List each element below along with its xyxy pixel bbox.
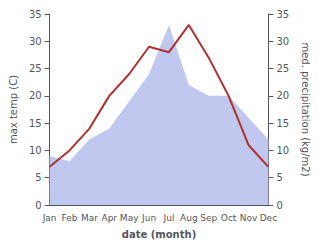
svg-text:0: 0 <box>276 200 282 211</box>
svg-text:Apr: Apr <box>101 213 117 223</box>
svg-text:25: 25 <box>276 63 289 74</box>
svg-text:20: 20 <box>276 90 289 101</box>
svg-text:20: 20 <box>29 90 42 101</box>
svg-text:10: 10 <box>276 145 289 156</box>
svg-text:15: 15 <box>276 118 289 129</box>
svg-text:max temp (C): max temp (C) <box>8 75 19 144</box>
svg-text:Jul: Jul <box>163 213 175 223</box>
svg-text:35: 35 <box>29 9 42 20</box>
svg-text:Aug: Aug <box>180 213 198 223</box>
svg-text:10: 10 <box>29 145 42 156</box>
svg-text:Sep: Sep <box>200 213 217 223</box>
svg-text:Oct: Oct <box>221 213 237 223</box>
svg-text:med. precipitation (kg/m2): med. precipitation (kg/m2) <box>300 42 311 176</box>
svg-text:0: 0 <box>35 200 41 211</box>
svg-text:Mar: Mar <box>81 213 98 223</box>
svg-text:Nov: Nov <box>240 213 258 223</box>
svg-text:Feb: Feb <box>62 213 78 223</box>
svg-text:Jun: Jun <box>141 213 156 223</box>
svg-text:35: 35 <box>276 9 289 20</box>
svg-text:30: 30 <box>29 36 42 47</box>
svg-text:5: 5 <box>276 172 282 183</box>
svg-text:30: 30 <box>276 36 289 47</box>
svg-text:15: 15 <box>29 118 42 129</box>
svg-text:Jan: Jan <box>42 213 57 223</box>
svg-text:25: 25 <box>29 63 42 74</box>
svg-text:Dec: Dec <box>260 213 277 223</box>
svg-text:May: May <box>120 213 139 223</box>
svg-text:5: 5 <box>35 172 41 183</box>
svg-text:date (month): date (month) <box>122 229 196 240</box>
